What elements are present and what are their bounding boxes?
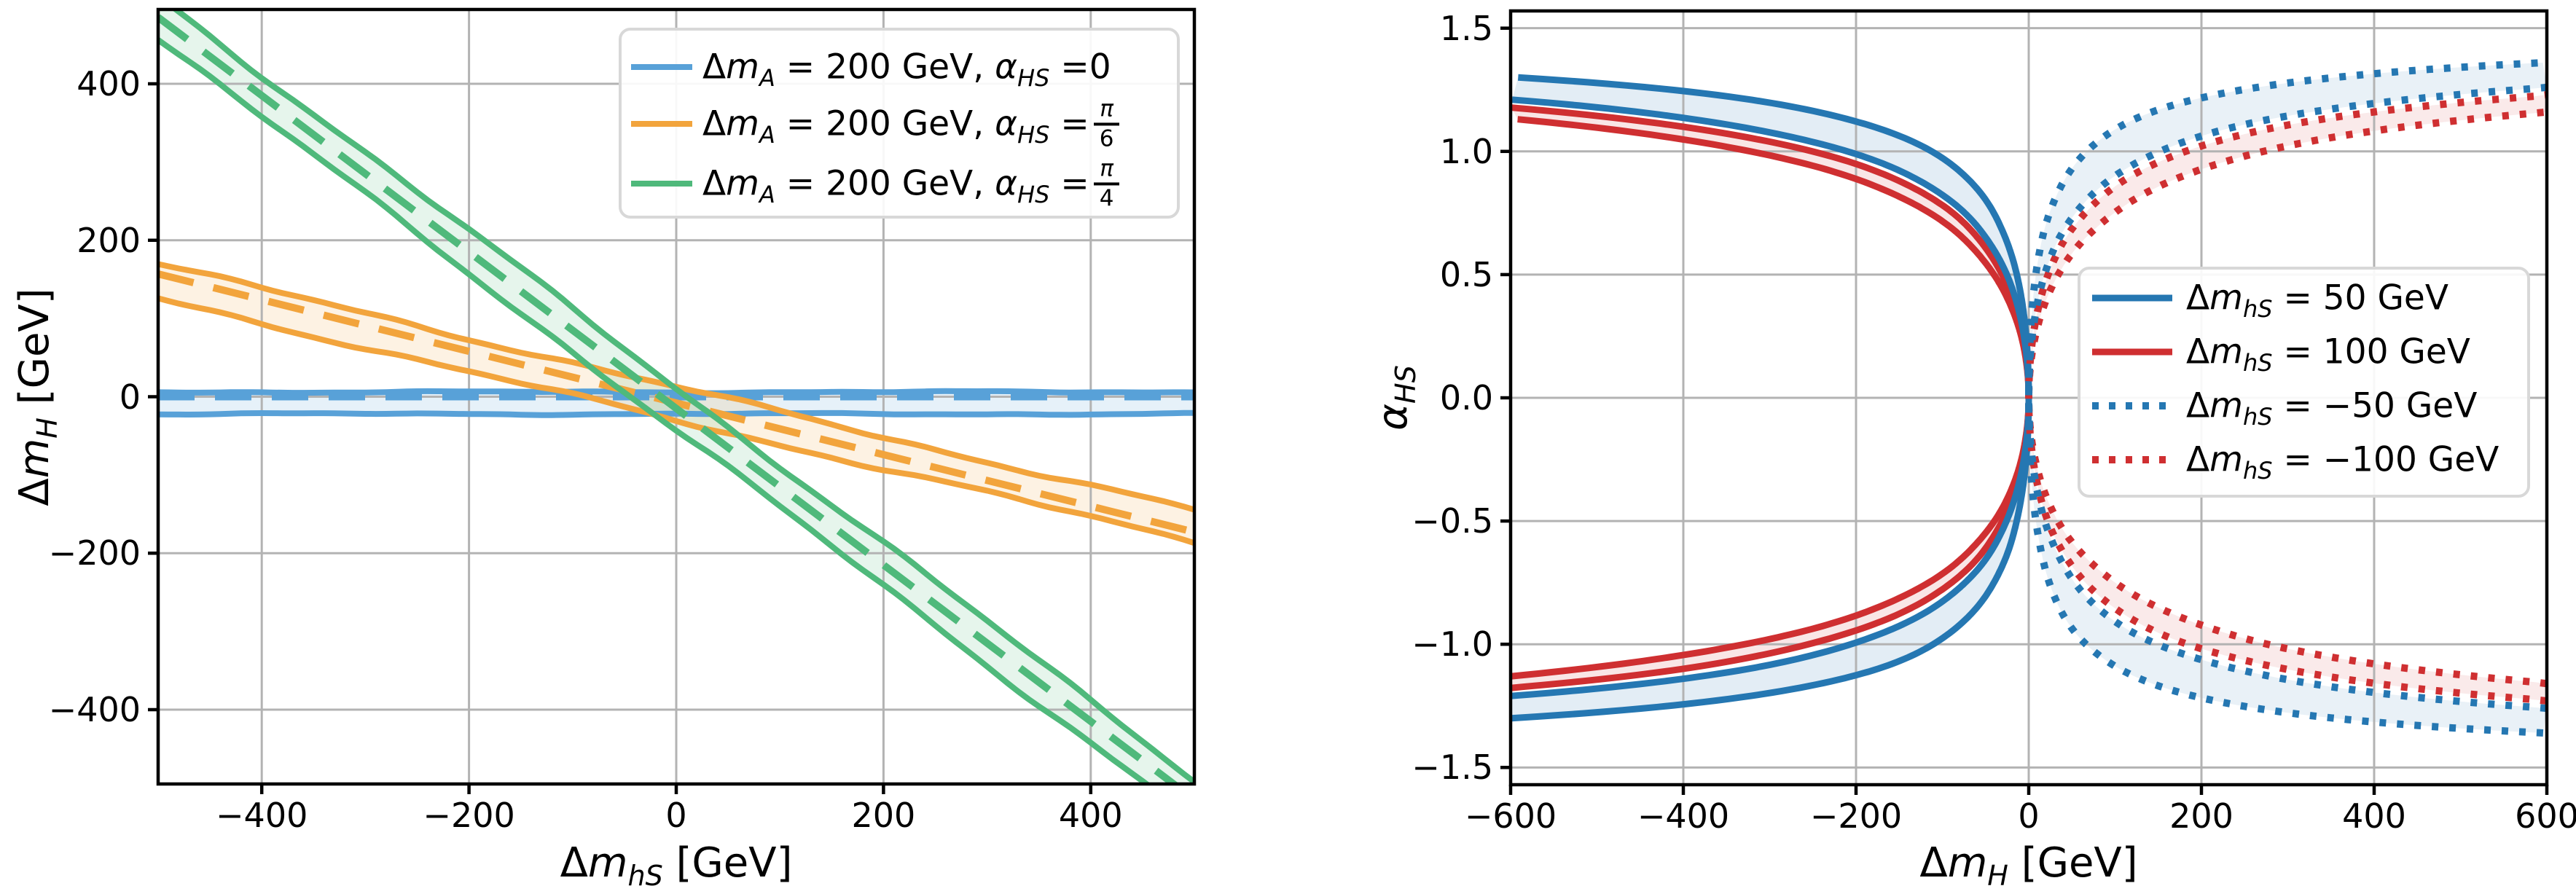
band-upper-edge-2 <box>171 9 1194 784</box>
band-center-dashed-1 <box>158 270 1194 536</box>
band-lower-edge-1 <box>158 295 1194 546</box>
right-legend-box <box>2078 267 2530 498</box>
curve-3-inner <box>2025 108 2547 688</box>
band-lower-edge-2 <box>158 37 1151 784</box>
left-legend-box <box>619 28 1180 219</box>
right-curves <box>1511 59 2547 737</box>
left-band-lines <box>158 9 1194 784</box>
band-center-dashed-2 <box>158 14 1180 784</box>
curve-3-outer <box>2025 91 2547 705</box>
band-lower-edge-0 <box>158 409 1194 418</box>
